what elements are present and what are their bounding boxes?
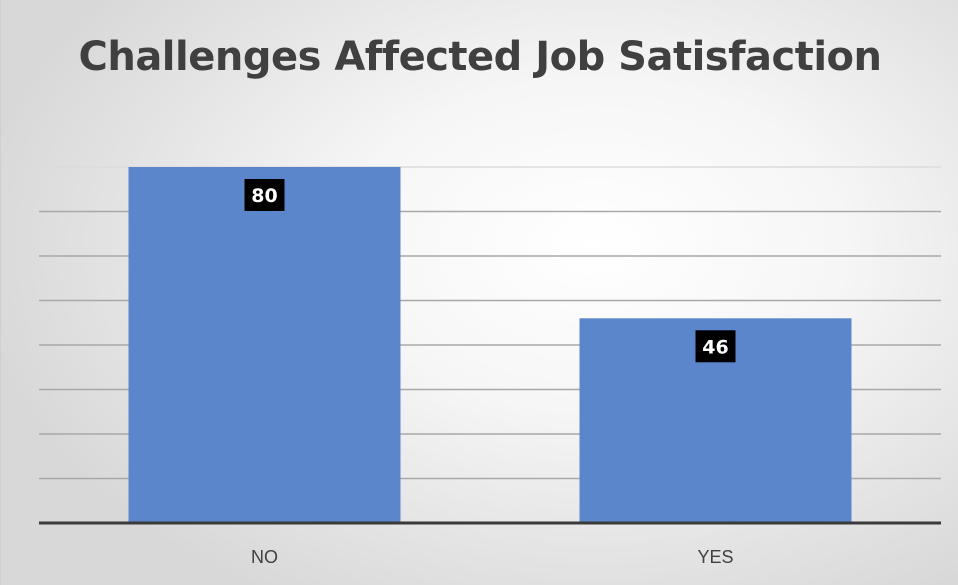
- x-axis-tick-labels: NO YES: [251, 547, 734, 567]
- bar-no: [128, 167, 401, 523]
- chart-title: Challenges Affected Job Satisfaction: [78, 34, 882, 80]
- bars: [128, 167, 852, 523]
- x-tick-label: NO: [251, 547, 278, 567]
- data-label: 46: [702, 336, 728, 358]
- x-tick-label: YES: [697, 547, 733, 567]
- data-label-box: [244, 179, 285, 211]
- data-label-box: [695, 330, 736, 363]
- data-labels: 80 46: [244, 179, 736, 363]
- data-label: 80: [251, 185, 277, 207]
